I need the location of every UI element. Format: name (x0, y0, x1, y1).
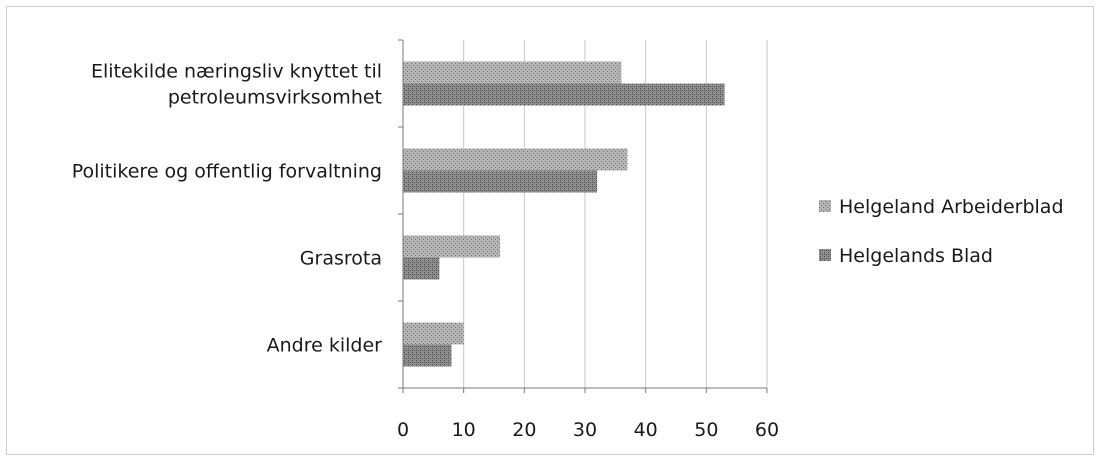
bar-series-1 (403, 61, 622, 84)
category-label: Elitekilde næringsliv knyttet til (91, 61, 382, 83)
category-label: Politikere og offentlig forvaltning (72, 161, 382, 183)
bar-series-2 (403, 83, 725, 106)
x-tick-labels: 0 10 20 30 40 50 60 (397, 419, 779, 441)
bar-series-1 (403, 322, 464, 345)
bar-series-1 (403, 148, 628, 171)
axes (398, 39, 768, 393)
bar-chart: Elitekilde næringsliv knyttet til petrole… (72, 39, 1064, 441)
x-tick-label: 50 (694, 419, 718, 441)
x-tick-label: 60 (755, 419, 779, 441)
bar-series-2 (403, 257, 440, 280)
category-label: Grasrota (300, 248, 382, 270)
bar-series-1 (403, 235, 501, 258)
legend-label: Helgeland Arbeiderblad (839, 196, 1064, 218)
x-tick-label: 30 (573, 419, 597, 441)
x-tick-label: 40 (634, 419, 658, 441)
category-label: Andre kilder (267, 335, 383, 357)
category-label: petroleumsvirksomhet (168, 87, 382, 109)
legend-swatch (819, 249, 831, 261)
bar-series-2 (403, 344, 452, 367)
legend-swatch (819, 200, 831, 212)
category-labels: Elitekilde næringsliv knyttet til petrole… (72, 61, 382, 357)
chart-frame: Elitekilde næringsliv knyttet til petrole… (6, 6, 1094, 455)
bars (403, 61, 725, 367)
x-tick-label: 0 (397, 419, 409, 441)
x-tick-label: 10 (452, 419, 476, 441)
x-tick-label: 20 (512, 419, 536, 441)
legend: Helgeland Arbeiderblad Helgelands Blad (819, 196, 1064, 267)
bar-series-2 (403, 170, 598, 193)
legend-label: Helgelands Blad (839, 245, 993, 267)
